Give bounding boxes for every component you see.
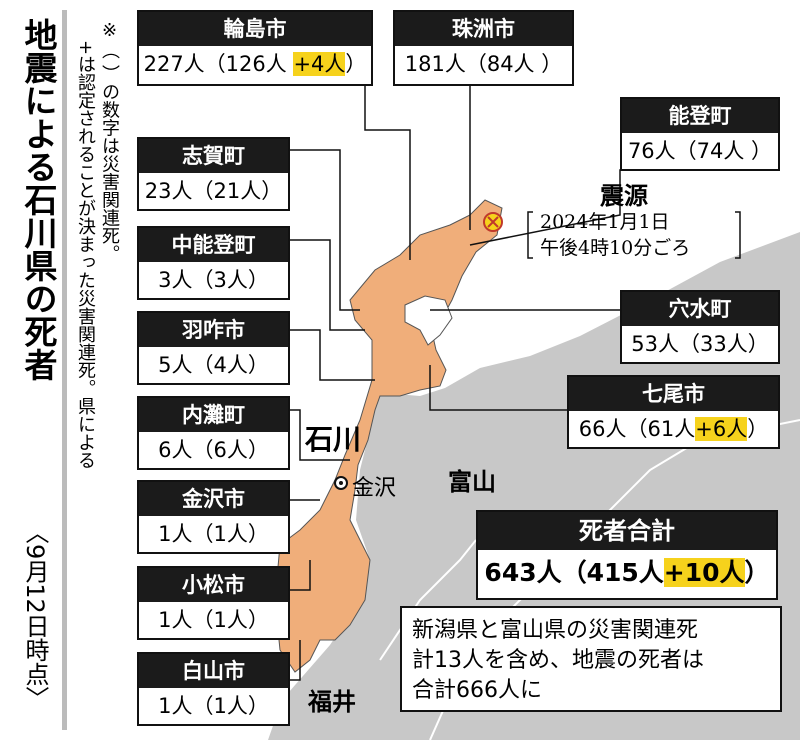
death-count: 1人（1人） — [158, 608, 269, 632]
box-header: 輪島市 — [139, 12, 371, 46]
municipality-box: 志賀町 23人（21人） — [137, 137, 290, 211]
box-header: 七尾市 — [569, 377, 778, 411]
epicenter-label: 震源 — [600, 182, 648, 210]
box-header: 珠洲市 — [395, 12, 572, 46]
added-count: +10人 — [663, 558, 745, 587]
municipality-box: 能登町 76人（74人 ） — [620, 97, 780, 171]
death-count: ） — [744, 558, 770, 587]
box-header: 志賀町 — [139, 139, 288, 173]
box-header: 金沢市 — [139, 482, 288, 516]
box-body: 3人（3人） — [139, 262, 288, 298]
municipality-box: 金沢市 1人（1人） — [137, 480, 290, 554]
kanazawa-marker-dot — [339, 481, 343, 485]
box-body: 5人（4人） — [139, 347, 288, 383]
death-count: 227人（126人 — [143, 52, 294, 76]
municipality-box: 小松市 1人（1人） — [137, 566, 290, 640]
nanao-bay — [404, 295, 453, 346]
summary-line: 合計666人に — [412, 678, 542, 703]
box-header: 小松市 — [139, 568, 288, 602]
note: +は認定されることが決まった災害関連死。県による — [75, 40, 96, 470]
box-body: 181人（84人 ） — [395, 46, 572, 82]
municipality-box: 内灘町 6人（6人） — [137, 396, 290, 470]
death-count: 181人（84人 ） — [404, 52, 563, 76]
municipality-box: 穴水町 53人（33人） — [620, 290, 780, 364]
municipality-box: 中能登町 3人（3人） — [137, 226, 290, 300]
death-count: 6人（6人） — [158, 438, 269, 462]
map-label: 福井 — [308, 688, 356, 716]
summary: 新潟県と富山県の災害関連死 計13人を含め、地震の死者は 合計666人に — [400, 606, 782, 712]
map-label: 金沢 — [352, 476, 397, 501]
date: 〈9月12日時点〉 — [21, 520, 49, 710]
epicenter-detail: 2024年1月1日 — [540, 211, 670, 233]
epicenter-detail: 午後4時10分ごろ — [540, 237, 691, 259]
summary-line: 計13人を含め、地震の死者は — [412, 648, 704, 673]
death-count: 1人（1人） — [158, 694, 269, 718]
death-count: 3人（3人） — [158, 268, 269, 292]
death-count: 76人（74人 ） — [627, 139, 773, 163]
death-count: ） — [345, 52, 367, 76]
municipality-box: 死者合計 643人（415人+10人） — [476, 510, 778, 600]
box-body: 53人（33人） — [622, 326, 778, 362]
box-header: 能登町 — [622, 99, 778, 133]
death-count: 1人（1人） — [158, 522, 269, 546]
box-header: 白山市 — [139, 654, 288, 688]
death-count: 5人（4人） — [158, 353, 269, 377]
death-count: ） — [747, 417, 769, 441]
separator — [62, 10, 67, 730]
epicenter-cross — [487, 216, 499, 228]
box-body: 6人（6人） — [139, 432, 288, 468]
title: 地震による石川県の死者 — [19, 18, 58, 381]
box-body: 1人（1人） — [139, 516, 288, 552]
box-header: 中能登町 — [139, 228, 288, 262]
death-count: 53人（33人） — [631, 332, 769, 356]
note: ※（ ）の数字は災害関連死。 — [99, 20, 120, 263]
box-body: 23人（21人） — [139, 173, 288, 209]
summary-line: 新潟県と富山県の災害関連死 — [412, 618, 699, 643]
neighbor-land — [740, 240, 800, 280]
municipality-box: 白山市 1人（1人） — [137, 652, 290, 726]
municipality-box: 七尾市 66人（61人+6人） — [567, 375, 780, 449]
box-body: 1人（1人） — [139, 602, 288, 638]
box-body: 1人（1人） — [139, 688, 288, 724]
municipality-box: 羽咋市 5人（4人） — [137, 311, 290, 385]
box-header: 死者合計 — [478, 512, 776, 550]
box-header: 穴水町 — [622, 292, 778, 326]
box-body: 76人（74人 ） — [622, 133, 778, 169]
map-label: 石川 — [305, 423, 362, 456]
box-header: 内灘町 — [139, 398, 288, 432]
municipality-box: 珠洲市 181人（84人 ） — [393, 10, 574, 86]
added-count: +6人 — [695, 417, 748, 441]
death-count: 643人（415人 — [484, 558, 664, 587]
added-count: +4人 — [293, 52, 346, 76]
death-count: 66人（61人 — [578, 417, 696, 441]
box-body: 227人（126人 +4人） — [139, 46, 371, 82]
box-body: 643人（415人+10人） — [478, 550, 776, 596]
box-header: 羽咋市 — [139, 313, 288, 347]
death-count: 23人（21人） — [144, 179, 283, 203]
municipality-box: 輪島市 227人（126人 +4人） — [137, 10, 373, 86]
map-label: 富山 — [448, 468, 496, 496]
box-body: 66人（61人+6人） — [569, 411, 778, 447]
